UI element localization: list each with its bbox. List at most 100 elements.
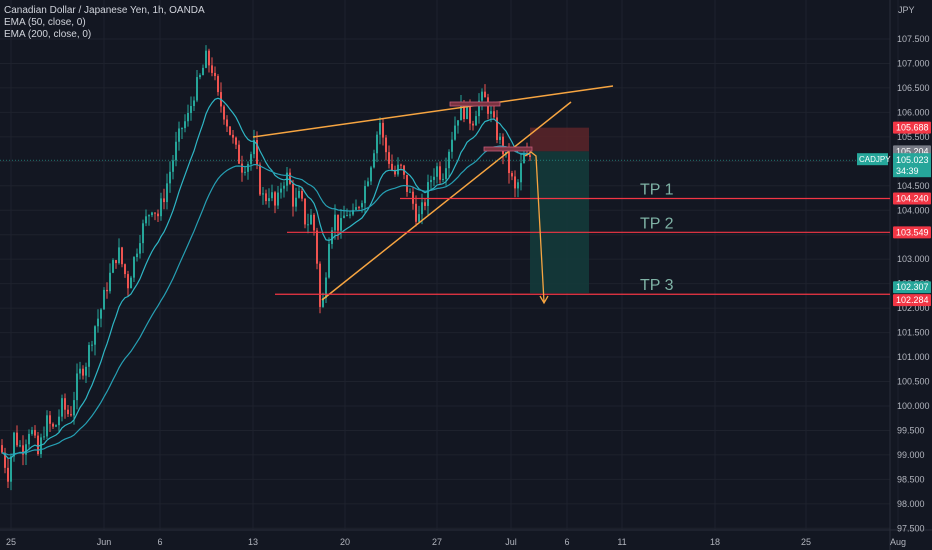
price-tick-label: 100.500	[897, 377, 930, 387]
candle	[481, 88, 483, 111]
candle-body	[1, 445, 3, 453]
candle-body	[130, 277, 132, 289]
candle-body	[490, 111, 492, 114]
candle	[154, 212, 156, 221]
time-tick-label: 11	[617, 537, 626, 547]
candle-body	[319, 263, 321, 307]
candle	[19, 440, 21, 448]
candle-body	[94, 326, 96, 345]
candle-body	[514, 176, 516, 189]
candle-body	[76, 373, 78, 401]
price-tick-label: 102.000	[897, 303, 930, 313]
candle	[16, 425, 18, 448]
candle-body	[22, 445, 24, 455]
candle	[46, 410, 48, 439]
candle	[58, 409, 60, 433]
candle	[196, 69, 198, 103]
candle	[37, 432, 39, 456]
candle-body	[91, 344, 93, 346]
chart-title: Canadian Dollar / Japanese Yen, 1h, OAND…	[4, 5, 205, 16]
candle	[4, 447, 6, 474]
candle-body	[439, 166, 441, 180]
candle-body	[517, 182, 519, 189]
candle-body	[229, 126, 231, 135]
candle	[139, 234, 141, 259]
candle-body	[292, 183, 294, 207]
candle-body	[358, 207, 360, 209]
time-tick-label: Jul	[505, 537, 517, 547]
candle	[343, 205, 345, 219]
candle-body	[139, 243, 141, 254]
candle-body	[106, 289, 108, 292]
candle-body	[496, 117, 498, 140]
candle-body	[163, 198, 165, 203]
candle-body	[349, 214, 351, 216]
candle	[457, 120, 459, 134]
projection-arrow	[524, 151, 545, 303]
indicator-ema200: EMA (200, close, 0)	[4, 29, 92, 40]
candle	[34, 425, 36, 439]
candle	[112, 258, 114, 274]
candle	[373, 149, 375, 169]
candle	[160, 192, 162, 221]
candle	[388, 145, 390, 169]
candle-body	[376, 134, 378, 154]
candle	[376, 131, 378, 163]
candle	[292, 179, 294, 217]
candle-body	[67, 409, 69, 415]
candle-body	[103, 289, 105, 310]
symbol-badge-bg	[857, 153, 888, 166]
candle	[118, 238, 120, 265]
candle	[451, 131, 453, 159]
candle-body	[394, 170, 396, 175]
candle-body	[418, 214, 420, 222]
candle	[310, 209, 312, 225]
candle-body	[469, 105, 471, 124]
candle-body	[85, 366, 87, 376]
entry-marker	[483, 146, 533, 152]
target-price-tag-bg	[893, 281, 931, 294]
candle	[172, 154, 174, 180]
candle-body	[271, 192, 273, 199]
candle-body	[328, 244, 330, 278]
candle-body	[343, 215, 345, 219]
candle-body	[145, 216, 147, 224]
candle-body	[157, 213, 159, 217]
candle	[109, 263, 111, 294]
tp2-price-tag-text: 103.549	[896, 227, 929, 237]
candle-body	[253, 140, 255, 155]
candle	[244, 166, 246, 176]
candle	[121, 246, 123, 268]
candle-body	[37, 435, 39, 455]
candle	[79, 361, 81, 380]
price-tick-label: 101.500	[897, 328, 930, 338]
candle	[358, 205, 360, 211]
candle	[454, 116, 456, 141]
candle-body	[241, 163, 243, 173]
candle	[382, 119, 384, 146]
candle	[415, 195, 417, 227]
candle-body	[238, 144, 240, 164]
candle	[433, 168, 435, 187]
ema200-line	[1, 145, 531, 456]
candle	[316, 227, 318, 270]
candle	[7, 458, 9, 489]
candle-body	[337, 214, 339, 231]
candle-body	[433, 176, 435, 180]
price-tick-label: 105.500	[897, 132, 930, 142]
candle	[304, 198, 306, 229]
candle-body	[154, 212, 156, 214]
candle-body	[334, 214, 336, 231]
candle-body	[280, 188, 282, 193]
candle	[496, 110, 498, 144]
candle-body	[196, 77, 198, 101]
projection-arrowhead	[539, 295, 549, 305]
indicator-ema50: EMA (50, close, 0)	[4, 17, 86, 28]
candle	[130, 275, 132, 289]
candle-body	[166, 183, 168, 203]
price-tick-label: 98.000	[897, 499, 925, 509]
stop-price-tag: 105.688	[893, 121, 931, 134]
candle	[127, 270, 129, 297]
